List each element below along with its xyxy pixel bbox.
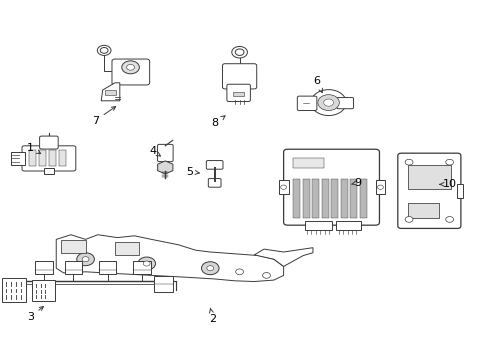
Bar xyxy=(2,278,26,302)
Bar xyxy=(407,203,438,218)
Circle shape xyxy=(77,253,94,266)
FancyBboxPatch shape xyxy=(397,153,460,229)
Circle shape xyxy=(122,61,139,74)
Circle shape xyxy=(201,262,219,275)
Circle shape xyxy=(235,49,244,55)
Circle shape xyxy=(405,217,412,222)
Bar xyxy=(331,179,337,218)
Circle shape xyxy=(317,95,339,111)
Text: 2: 2 xyxy=(209,308,216,324)
Bar xyxy=(32,280,55,301)
Circle shape xyxy=(235,269,243,275)
Bar xyxy=(49,150,56,166)
Circle shape xyxy=(143,261,150,266)
Circle shape xyxy=(206,266,213,271)
Bar xyxy=(340,179,347,218)
Bar xyxy=(278,180,288,194)
Text: 1: 1 xyxy=(27,143,41,154)
Text: 9: 9 xyxy=(351,177,361,188)
Bar xyxy=(359,179,366,218)
Circle shape xyxy=(100,48,108,53)
Text: 4: 4 xyxy=(149,146,160,156)
Bar xyxy=(302,179,309,218)
Polygon shape xyxy=(56,235,283,282)
FancyBboxPatch shape xyxy=(206,161,223,169)
Circle shape xyxy=(97,45,111,55)
Text: 7: 7 xyxy=(92,107,115,126)
Circle shape xyxy=(138,257,155,270)
Bar xyxy=(133,261,150,274)
Circle shape xyxy=(231,46,247,58)
Bar xyxy=(39,150,46,166)
Circle shape xyxy=(323,99,333,106)
Bar xyxy=(407,165,450,189)
Text: 5: 5 xyxy=(186,167,199,177)
FancyBboxPatch shape xyxy=(157,144,173,162)
Bar xyxy=(349,179,356,218)
Bar xyxy=(99,261,116,274)
FancyBboxPatch shape xyxy=(297,96,316,111)
FancyBboxPatch shape xyxy=(283,149,379,225)
FancyBboxPatch shape xyxy=(208,179,221,187)
Bar xyxy=(304,221,331,230)
FancyBboxPatch shape xyxy=(22,146,76,171)
Circle shape xyxy=(310,90,346,116)
Bar xyxy=(293,179,300,218)
FancyBboxPatch shape xyxy=(112,59,149,85)
FancyBboxPatch shape xyxy=(222,64,256,89)
Bar xyxy=(457,184,462,198)
Circle shape xyxy=(377,185,383,189)
Bar xyxy=(232,92,243,96)
Circle shape xyxy=(280,185,286,189)
Bar xyxy=(105,90,116,95)
Bar xyxy=(11,152,25,165)
Polygon shape xyxy=(157,161,173,174)
Bar xyxy=(154,276,172,292)
FancyBboxPatch shape xyxy=(336,98,353,109)
Text: 3: 3 xyxy=(27,307,43,322)
Polygon shape xyxy=(101,83,120,101)
Circle shape xyxy=(445,217,452,222)
Bar xyxy=(59,150,65,166)
Bar xyxy=(29,150,36,166)
Circle shape xyxy=(126,64,134,70)
Bar xyxy=(336,221,360,230)
Text: 6: 6 xyxy=(313,76,322,93)
Text: 10: 10 xyxy=(439,179,456,189)
Bar xyxy=(312,179,319,218)
Text: 8: 8 xyxy=(211,116,224,128)
Bar xyxy=(375,180,385,194)
FancyBboxPatch shape xyxy=(226,84,250,102)
Circle shape xyxy=(445,159,452,165)
Bar xyxy=(293,158,324,168)
Bar xyxy=(115,242,139,255)
FancyBboxPatch shape xyxy=(40,136,58,149)
Bar xyxy=(64,261,82,274)
Bar xyxy=(61,240,85,253)
Polygon shape xyxy=(254,248,312,266)
Bar xyxy=(44,168,54,174)
Bar xyxy=(321,179,328,218)
Circle shape xyxy=(82,257,89,262)
Bar xyxy=(35,261,53,274)
Circle shape xyxy=(405,159,412,165)
Circle shape xyxy=(262,273,270,278)
